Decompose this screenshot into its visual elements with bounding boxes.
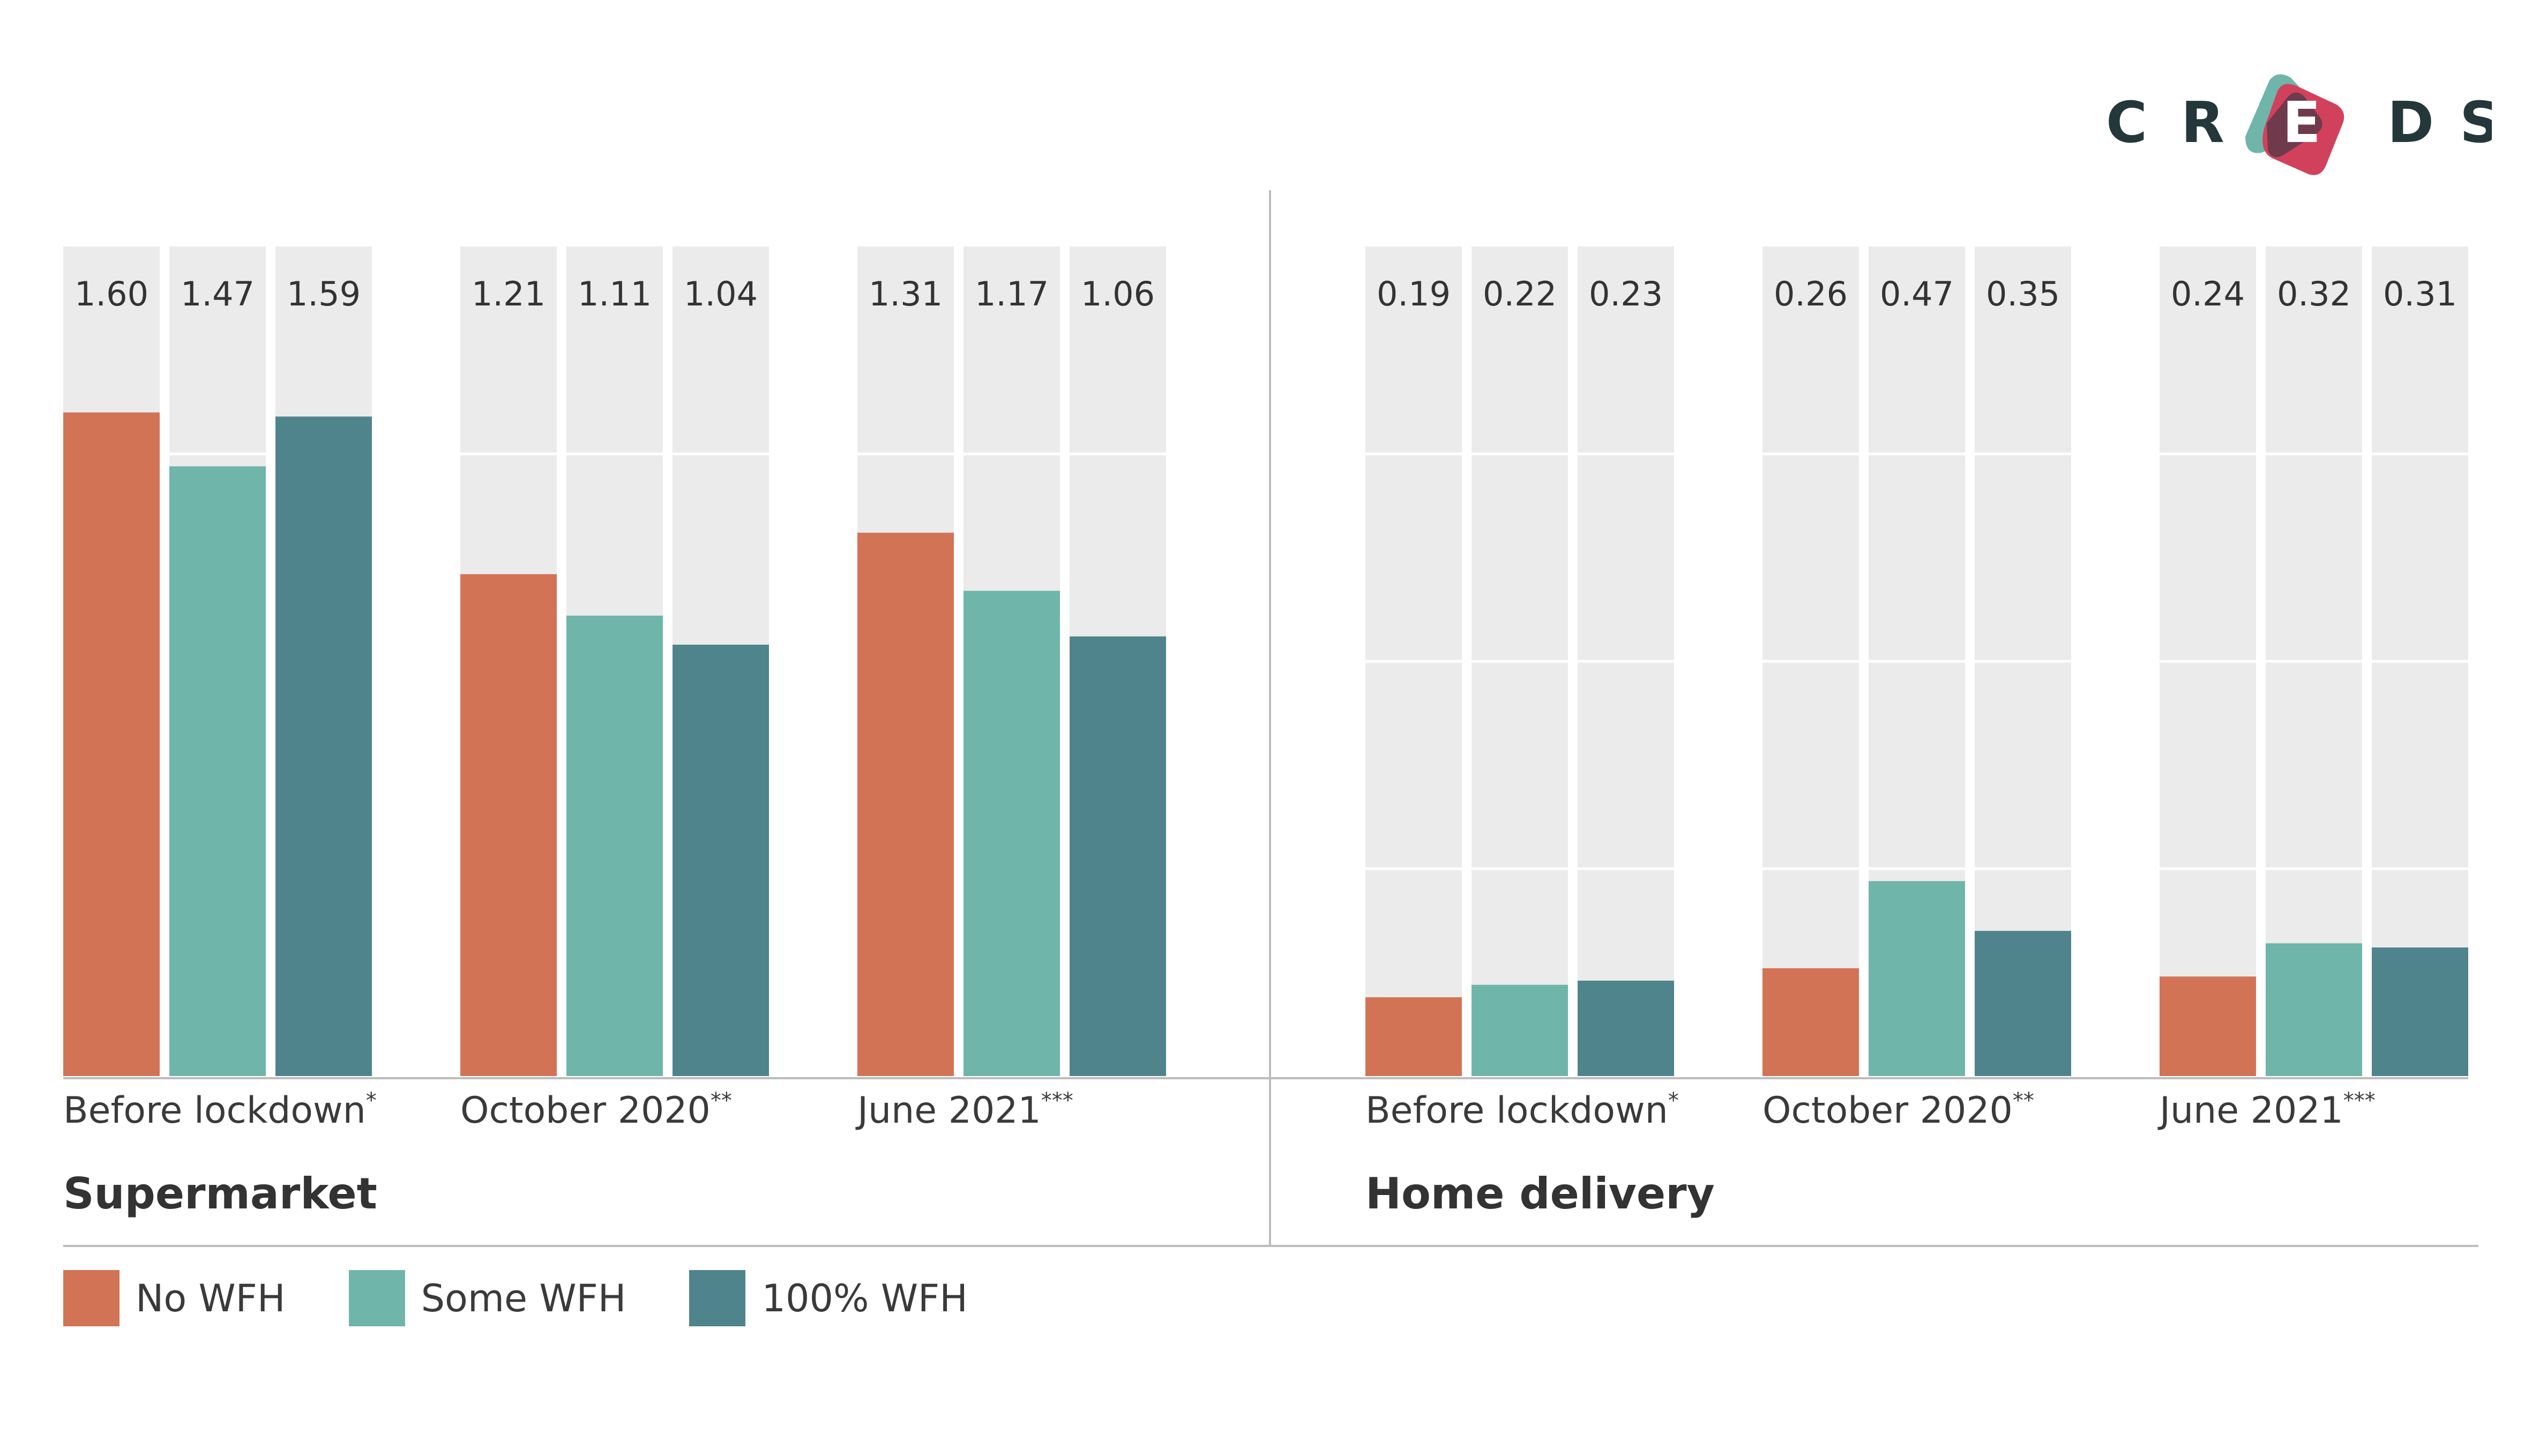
bar-some-wfh (1869, 881, 1965, 1076)
legend-item-full-wfh: 100% WFH (689, 1270, 968, 1326)
legend-item-no-wfh: No WFH (63, 1270, 286, 1326)
value-label: 0.22 (1483, 274, 1557, 313)
value-label: 0.31 (2383, 274, 2457, 313)
value-label: 0.32 (2277, 274, 2351, 313)
category-mark: * (366, 1088, 377, 1113)
value-label: 1.21 (472, 274, 546, 313)
bar-no-wfh (1365, 997, 1462, 1076)
bar-no-wfh (460, 574, 557, 1076)
value-label: 1.17 (975, 274, 1049, 313)
bar-no-wfh (857, 533, 954, 1076)
legend-swatch-some-wfh (348, 1270, 405, 1326)
value-label: 1.04 (684, 274, 758, 313)
bar-full-wfh (275, 416, 372, 1076)
category-mark: * (1668, 1088, 1679, 1113)
value-label: 1.11 (578, 274, 652, 313)
value-label: 0.19 (1377, 274, 1451, 313)
value-label: 0.47 (1880, 274, 1954, 313)
category-mark: ** (711, 1088, 732, 1113)
logo-letter: R (2181, 90, 2224, 155)
value-label: 1.59 (287, 274, 361, 313)
bar-some-wfh (963, 591, 1060, 1076)
bar-no-wfh (2160, 976, 2256, 1076)
logo-emblem (2245, 74, 2344, 175)
logo-emblem-plum (2267, 92, 2322, 158)
legend-label-some-wfh: Some WFH (421, 1276, 626, 1320)
category-label: Before lockdown* (63, 1088, 377, 1132)
category-mark: *** (1041, 1088, 1073, 1113)
bar-some-wfh (2266, 943, 2362, 1076)
bar-full-wfh (1975, 931, 2071, 1076)
category-label: October 2020** (1762, 1088, 2034, 1132)
chart-legend: No WFH Some WFH 100% WFH (63, 1270, 1031, 1326)
bar-no-wfh (1762, 968, 1859, 1076)
legend-label-no-wfh: No WFH (136, 1276, 286, 1320)
category-mark: *** (2343, 1088, 2376, 1113)
value-label: 0.24 (2171, 274, 2245, 313)
logo-letter: D (2387, 90, 2434, 155)
legend-swatch-no-wfh (63, 1270, 119, 1326)
value-label: 1.31 (869, 274, 943, 313)
bar-no-wfh (63, 412, 160, 1076)
value-label: 0.23 (1589, 274, 1663, 313)
category-label: Before lockdown* (1365, 1088, 1679, 1132)
value-label: 1.06 (1081, 274, 1155, 313)
chart-panels: 1.60 1.47 1.59 Before lockdown* 1.21 1.11 1.04… (63, 247, 2468, 1219)
legend-swatch-full-wfh (689, 1270, 746, 1326)
panel-title: Supermarket (63, 1169, 377, 1219)
category-label: June 2021*** (855, 1088, 1073, 1132)
panel-title: Home delivery (1365, 1169, 1715, 1219)
logo-letter: E (2282, 90, 2321, 155)
value-label: 1.60 (74, 274, 148, 313)
bar-some-wfh (1472, 984, 1568, 1076)
category-label: June 2021*** (2157, 1088, 2376, 1132)
panel-home-delivery: 0.19 0.22 0.23 Before lockdown* 0.26 0.47 0.35… (1270, 247, 2468, 1219)
value-label: 1.47 (181, 274, 255, 313)
panel-supermarket: 1.60 1.47 1.59 Before lockdown* 1.21 1.11 1.04… (63, 247, 1270, 1219)
logo-letter: C (2106, 90, 2147, 155)
value-label: 0.26 (1774, 274, 1848, 313)
value-label: 0.35 (1986, 274, 2060, 313)
bar-full-wfh (673, 645, 769, 1076)
bar-some-wfh (566, 615, 663, 1076)
legend-label-full-wfh: 100% WFH (761, 1276, 968, 1320)
bar-full-wfh (1070, 636, 1166, 1076)
category-mark: ** (2013, 1088, 2034, 1113)
category-label: October 2020** (460, 1088, 732, 1132)
bar-some-wfh (169, 466, 266, 1076)
bar-full-wfh (1578, 980, 1674, 1076)
bar-full-wfh (2372, 947, 2468, 1076)
logo-letter: S (2460, 90, 2492, 155)
legend-item-some-wfh: Some WFH (348, 1270, 626, 1326)
